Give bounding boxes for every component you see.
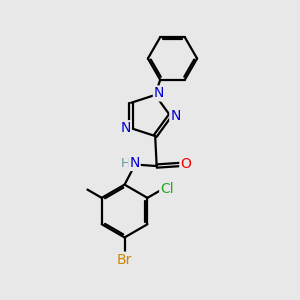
Text: N: N bbox=[170, 109, 181, 122]
Text: H: H bbox=[121, 157, 130, 169]
Text: N: N bbox=[120, 121, 131, 135]
Text: N: N bbox=[154, 86, 164, 100]
Text: Br: Br bbox=[117, 253, 132, 267]
Text: Cl: Cl bbox=[160, 182, 174, 196]
Text: O: O bbox=[180, 157, 191, 171]
Text: N: N bbox=[129, 156, 140, 170]
